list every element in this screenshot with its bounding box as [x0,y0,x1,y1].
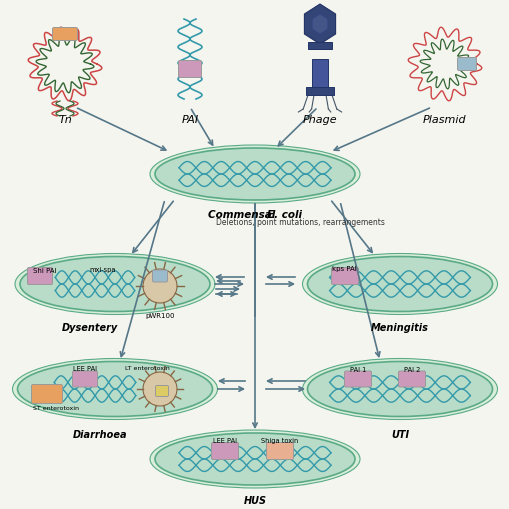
FancyBboxPatch shape [27,268,52,285]
FancyBboxPatch shape [211,443,238,460]
Text: pWR100: pWR100 [145,313,174,318]
Ellipse shape [143,372,177,406]
Ellipse shape [302,254,496,315]
Ellipse shape [13,359,217,420]
Ellipse shape [150,430,359,488]
Ellipse shape [307,362,492,417]
Text: Diarrhoea: Diarrhoea [73,429,127,439]
FancyBboxPatch shape [305,88,333,96]
Text: Shi PAI: Shi PAI [33,267,56,273]
Polygon shape [312,15,327,35]
Polygon shape [304,5,335,45]
FancyBboxPatch shape [72,371,97,387]
Text: Tn: Tn [58,115,72,125]
Ellipse shape [17,362,212,417]
Ellipse shape [150,146,359,204]
Text: LT enterotoxin: LT enterotoxin [125,365,169,370]
Text: ST enterotoxin: ST enterotoxin [33,405,79,410]
Text: mxi-spa: mxi-spa [90,267,116,272]
Text: Phage: Phage [302,115,336,125]
FancyBboxPatch shape [312,60,327,90]
Text: HUS: HUS [243,495,266,505]
Ellipse shape [307,257,492,312]
FancyBboxPatch shape [266,443,293,460]
FancyBboxPatch shape [398,371,425,387]
FancyBboxPatch shape [52,29,77,41]
Text: PAI: PAI [181,115,198,125]
Text: Commensal: Commensal [207,210,278,219]
Ellipse shape [15,254,215,315]
FancyBboxPatch shape [457,59,475,71]
Text: E. coli: E. coli [267,210,302,219]
Ellipse shape [20,257,210,312]
Text: PAI 2: PAI 2 [403,366,419,372]
FancyBboxPatch shape [152,270,167,282]
Text: Plasmid: Plasmid [422,115,466,125]
Text: kps PAI: kps PAI [331,266,356,271]
Text: Shiga toxin: Shiga toxin [261,437,298,443]
FancyBboxPatch shape [344,371,371,387]
Text: Meningitis: Meningitis [371,322,428,332]
FancyBboxPatch shape [178,62,201,78]
Text: Dysentery: Dysentery [62,322,118,332]
Ellipse shape [155,433,354,485]
Ellipse shape [302,359,496,420]
FancyBboxPatch shape [307,43,331,50]
FancyBboxPatch shape [32,385,63,404]
Text: UTI: UTI [390,429,408,439]
FancyBboxPatch shape [331,268,358,285]
Text: LEE PAI: LEE PAI [213,437,237,443]
Text: Deletions, point mutations, rearrangements: Deletions, point mutations, rearrangemen… [215,218,384,227]
FancyBboxPatch shape [155,386,168,397]
Ellipse shape [155,149,354,201]
Text: PAI 1: PAI 1 [349,366,365,372]
Text: LEE PAI: LEE PAI [73,365,97,371]
Ellipse shape [143,269,177,303]
